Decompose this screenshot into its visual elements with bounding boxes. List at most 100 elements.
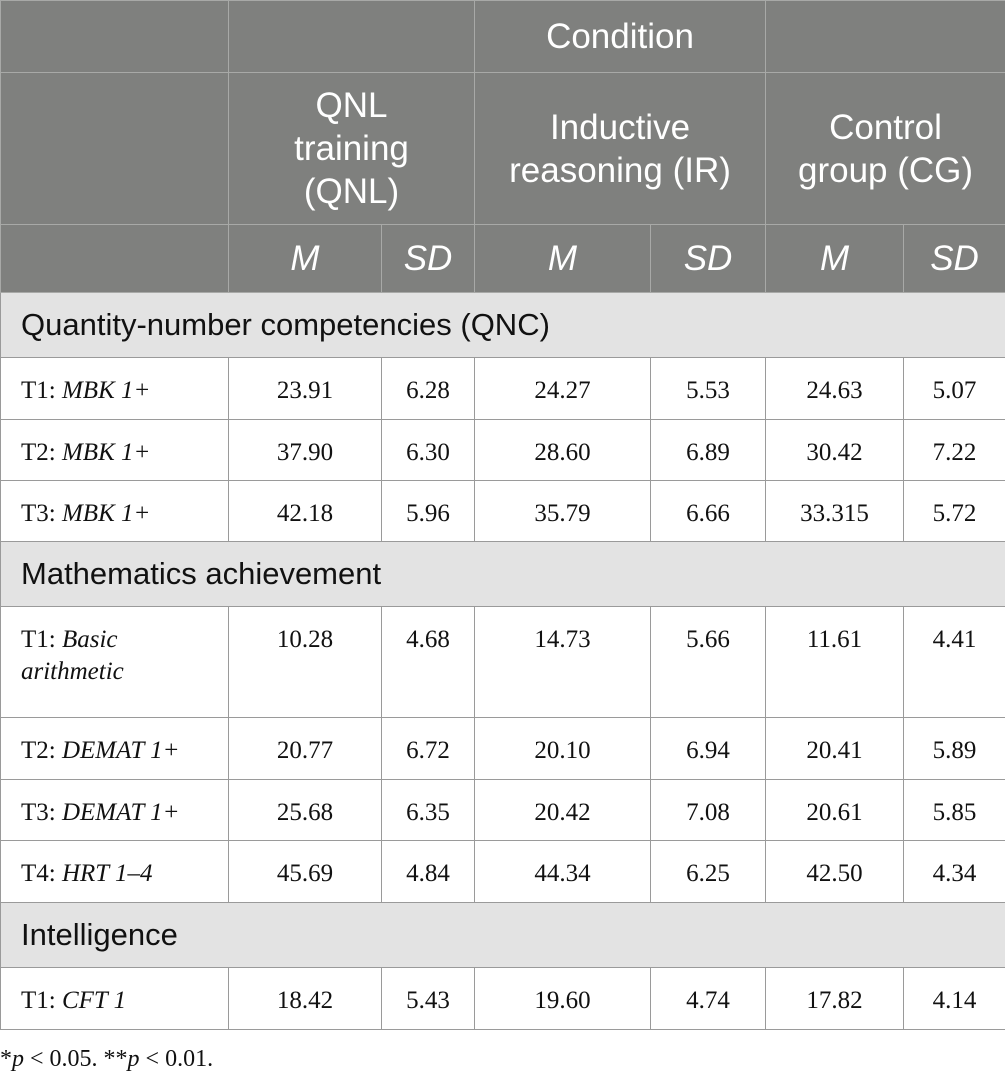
cell-ir-sd: 6.94 bbox=[649, 717, 767, 780]
row-measure: MBK 1+ bbox=[61, 377, 151, 404]
cell-cg-m: 11.61 bbox=[765, 606, 905, 718]
cell-cg-sd: 5.07 bbox=[903, 357, 1005, 420]
cell-cg-sd: 4.14 bbox=[903, 967, 1005, 1030]
cell-qnl-m: 25.68 bbox=[228, 779, 382, 841]
cell-ir-m: 28.60 bbox=[474, 419, 651, 481]
cell-ir-sd: 5.66 bbox=[649, 606, 767, 718]
footnote-lead: * bbox=[0, 1046, 12, 1072]
cell-cg-sd: 5.89 bbox=[903, 717, 1005, 780]
header-row-condition: Condition bbox=[0, 0, 1005, 73]
cell-qnl-sd: 6.72 bbox=[381, 717, 475, 780]
cell-cg-sd: 4.34 bbox=[903, 840, 1005, 903]
row-time: T1: bbox=[21, 377, 56, 404]
row-measure: CFT 1 bbox=[61, 987, 127, 1014]
header-stat-m: M bbox=[765, 224, 905, 293]
cell-cg-m: 17.82 bbox=[765, 967, 905, 1030]
results-table: Condition QNL training (QNL) Inductive r… bbox=[0, 0, 1005, 1030]
cell-cg-sd: 5.85 bbox=[903, 779, 1005, 841]
header-row-stats: M SD M SD M SD bbox=[0, 224, 1005, 293]
cell-qnl-sd: 4.68 bbox=[381, 606, 475, 718]
cell-cg-m: 42.50 bbox=[765, 840, 905, 903]
section-title: Quantity-number competencies (QNC) bbox=[0, 292, 1005, 358]
cell-ir-sd: 6.25 bbox=[649, 840, 767, 903]
row-label: T1: CFT 1 bbox=[0, 967, 229, 1030]
section-row: Quantity-number competencies (QNC) bbox=[0, 292, 1005, 358]
row-label: T2: MBK 1+ bbox=[0, 419, 229, 481]
row-label: T1: MBK 1+ bbox=[0, 357, 229, 420]
header-empty-cell-3 bbox=[765, 0, 1005, 73]
row-measure: MBK 1+ bbox=[61, 439, 151, 466]
row-label: T4: HRT 1–4 bbox=[0, 840, 229, 903]
cell-cg-m: 24.63 bbox=[765, 357, 905, 420]
cell-ir-sd: 6.66 bbox=[649, 480, 767, 542]
cell-qnl-sd: 6.30 bbox=[381, 419, 475, 481]
header-group-qnl: QNL training (QNL) bbox=[228, 72, 475, 225]
footnote-p01: < 0.01. bbox=[139, 1046, 214, 1072]
table-row: T4: HRT 1–4 45.69 4.84 44.34 6.25 42.50 … bbox=[0, 840, 1005, 903]
row-measure: MBK 1+ bbox=[61, 500, 151, 527]
header-empty-cell-4 bbox=[0, 72, 229, 225]
cell-qnl-sd: 5.96 bbox=[381, 480, 475, 542]
cell-ir-sd: 4.74 bbox=[649, 967, 767, 1030]
footnote-p05: < 0.05. ** bbox=[24, 1046, 128, 1072]
cell-qnl-m: 20.77 bbox=[228, 717, 382, 780]
cell-ir-sd: 6.89 bbox=[649, 419, 767, 481]
cell-cg-m: 20.41 bbox=[765, 717, 905, 780]
header-stat-sd: SD bbox=[649, 224, 767, 293]
cell-cg-m: 33.315 bbox=[765, 480, 905, 542]
row-label: T3: DEMAT 1+ bbox=[0, 779, 229, 841]
table-row: T1: CFT 1 18.42 5.43 19.60 4.74 17.82 4.… bbox=[0, 967, 1005, 1030]
header-stat-m: M bbox=[228, 224, 382, 293]
section-title: Intelligence bbox=[0, 902, 1005, 968]
row-label: T3: MBK 1+ bbox=[0, 480, 229, 542]
table-footnote: *p < 0.05. **p < 0.01. bbox=[0, 1046, 213, 1073]
cell-cg-sd: 4.41 bbox=[903, 606, 1005, 718]
cell-qnl-m: 37.90 bbox=[228, 419, 382, 481]
cell-ir-m: 44.34 bbox=[474, 840, 651, 903]
header-stat-sd: SD bbox=[381, 224, 475, 293]
row-measure: DEMAT 1+ bbox=[61, 737, 180, 764]
row-measure: Basic arithmetic bbox=[21, 626, 124, 685]
cell-ir-m: 35.79 bbox=[474, 480, 651, 542]
cell-ir-sd: 7.08 bbox=[649, 779, 767, 841]
section-row: Mathematics achievement bbox=[0, 541, 1005, 607]
table-row: T3: DEMAT 1+ 25.68 6.35 20.42 7.08 20.61… bbox=[0, 779, 1005, 841]
section-title: Mathematics achievement bbox=[0, 541, 1005, 607]
cell-qnl-sd: 4.84 bbox=[381, 840, 475, 903]
cell-qnl-m: 18.42 bbox=[228, 967, 382, 1030]
cell-cg-m: 30.42 bbox=[765, 419, 905, 481]
header-stat-m: M bbox=[474, 224, 651, 293]
table-row: T1: MBK 1+ 23.91 6.28 24.27 5.53 24.63 5… bbox=[0, 357, 1005, 420]
row-time: T2: bbox=[21, 737, 56, 764]
cell-cg-sd: 5.72 bbox=[903, 480, 1005, 542]
row-measure: HRT 1–4 bbox=[61, 860, 153, 887]
section-row: Intelligence bbox=[0, 902, 1005, 968]
row-time: T3: bbox=[21, 500, 56, 527]
table-row: T2: DEMAT 1+ 20.77 6.72 20.10 6.94 20.41… bbox=[0, 717, 1005, 780]
header-empty-cell-2 bbox=[228, 0, 475, 73]
footnote-p-symbol: p bbox=[12, 1046, 24, 1072]
row-time: T4: bbox=[21, 860, 56, 887]
cell-cg-sd: 7.22 bbox=[903, 419, 1005, 481]
row-time: T2: bbox=[21, 439, 56, 466]
cell-ir-m: 24.27 bbox=[474, 357, 651, 420]
header-empty-cell bbox=[0, 0, 229, 73]
row-time: T1: bbox=[21, 626, 56, 653]
cell-cg-m: 20.61 bbox=[765, 779, 905, 841]
header-stat-sd: SD bbox=[903, 224, 1005, 293]
header-condition: Condition bbox=[473, 0, 767, 73]
cell-ir-m: 20.42 bbox=[474, 779, 651, 841]
row-measure: DEMAT 1+ bbox=[61, 799, 180, 826]
row-label: T1: Basic arithmetic bbox=[0, 606, 229, 718]
cell-ir-sd: 5.53 bbox=[649, 357, 767, 420]
row-time: T3: bbox=[21, 799, 56, 826]
cell-qnl-sd: 6.28 bbox=[381, 357, 475, 420]
cell-qnl-m: 45.69 bbox=[228, 840, 382, 903]
row-time: T1: bbox=[21, 987, 56, 1014]
header-row-groups: QNL training (QNL) Inductive reasoning (… bbox=[0, 72, 1005, 225]
cell-qnl-sd: 6.35 bbox=[381, 779, 475, 841]
table-row: T1: Basic arithmetic 10.28 4.68 14.73 5.… bbox=[0, 606, 1005, 718]
cell-ir-m: 19.60 bbox=[474, 967, 651, 1030]
cell-qnl-m: 23.91 bbox=[228, 357, 382, 420]
cell-qnl-m: 42.18 bbox=[228, 480, 382, 542]
